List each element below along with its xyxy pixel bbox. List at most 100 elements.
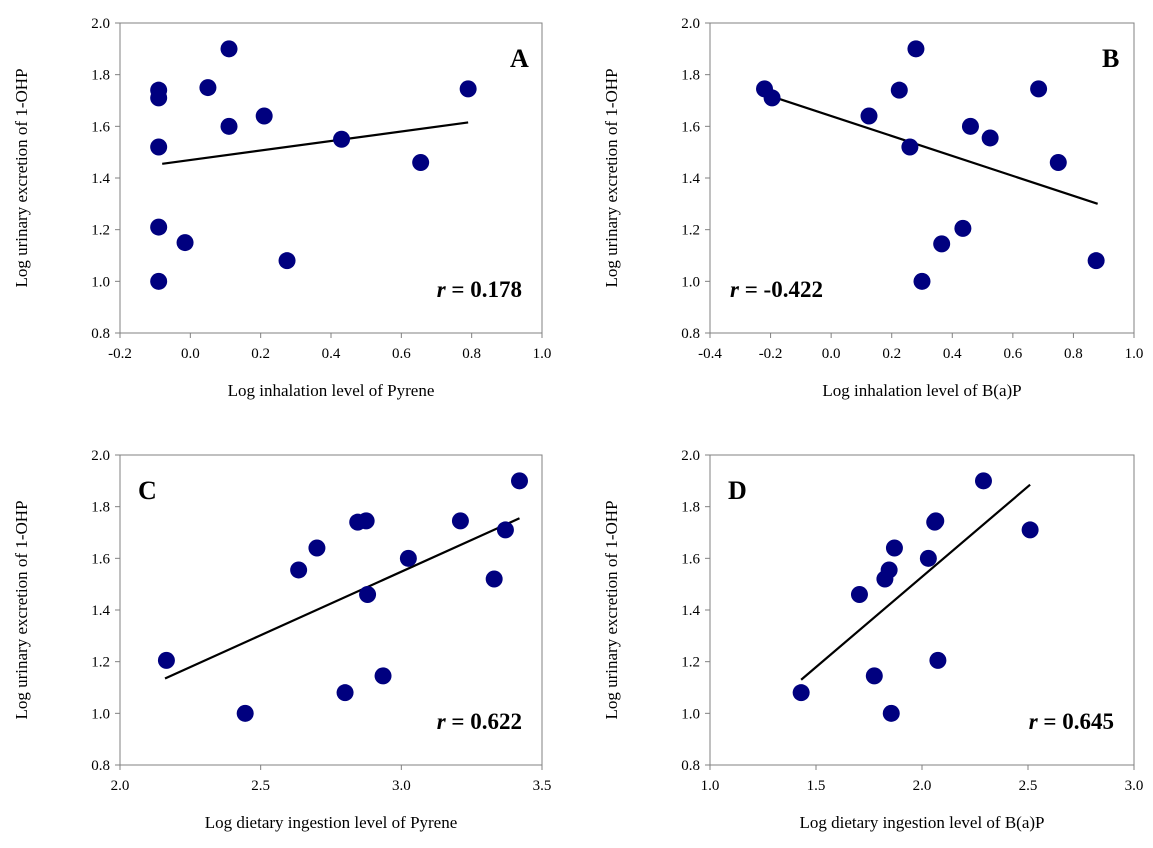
trend-line bbox=[162, 121, 469, 165]
x-tick-label: -0.4 bbox=[698, 346, 722, 362]
correlation-symbol: r bbox=[437, 709, 447, 734]
x-axis-label: Log dietary ingestion level of Pyrene bbox=[205, 813, 458, 832]
trend-line bbox=[800, 483, 1031, 681]
data-point bbox=[890, 81, 908, 99]
y-tick-label: 1.2 bbox=[681, 223, 700, 239]
correlation-label: r = 0.178 bbox=[437, 277, 522, 302]
x-tick-label: 0.2 bbox=[251, 346, 270, 362]
data-point bbox=[333, 130, 351, 148]
panel-a: 0.8 1.0 1.2 1.4 1.6 1.8 2.0 -0.2 0.0 0.2 0.4 0.6 0.8… bbox=[12, 16, 551, 400]
data-point bbox=[919, 549, 937, 567]
trend-line bbox=[164, 517, 520, 680]
y-tick-label: 1.6 bbox=[681, 119, 700, 135]
y-tick-label: 1.6 bbox=[91, 551, 110, 567]
y-tick-label: 1.2 bbox=[91, 655, 110, 671]
correlation-label: r = -0.422 bbox=[730, 277, 823, 302]
data-point bbox=[882, 704, 900, 722]
x-axis-label: Log inhalation level of Pyrene bbox=[228, 381, 435, 400]
trend-line bbox=[764, 92, 1099, 205]
x-tick-label: 0.6 bbox=[1003, 346, 1022, 362]
y-axis-label: Log urinary excretion of 1-OHP bbox=[12, 500, 31, 719]
correlation-symbol: r bbox=[730, 277, 740, 302]
data-point bbox=[278, 252, 296, 270]
panel-letter: B bbox=[1102, 44, 1119, 73]
data-point bbox=[220, 117, 238, 135]
x-tick-label: -0.2 bbox=[759, 346, 783, 362]
x-tick-label: 1.0 bbox=[701, 778, 720, 794]
data-point bbox=[150, 89, 168, 107]
data-point bbox=[176, 234, 194, 252]
y-tick-label: 2.0 bbox=[681, 16, 700, 32]
data-point bbox=[961, 117, 979, 135]
data-point bbox=[1087, 252, 1105, 270]
data-point bbox=[954, 219, 972, 237]
panel-letter: A bbox=[510, 44, 529, 73]
x-axis-label: Log inhalation level of B(a)P bbox=[822, 381, 1021, 400]
y-tick-label: 1.6 bbox=[681, 551, 700, 567]
correlation-value: = 0.178 bbox=[446, 277, 522, 302]
correlation-label: r = 0.645 bbox=[1029, 709, 1114, 734]
x-tick-label: 2.5 bbox=[251, 778, 270, 794]
x-tick-label: 1.0 bbox=[533, 346, 552, 362]
data-point bbox=[150, 218, 168, 236]
y-tick-label: 0.8 bbox=[681, 758, 700, 774]
correlation-symbol: r bbox=[1029, 709, 1039, 734]
y-tick-label: 0.8 bbox=[681, 326, 700, 342]
x-tick-label: 0.8 bbox=[462, 346, 481, 362]
y-tick-label: 0.8 bbox=[91, 326, 110, 342]
data-point bbox=[880, 561, 898, 579]
correlation-label: r = 0.622 bbox=[437, 709, 522, 734]
data-point bbox=[357, 512, 375, 530]
panel-d: 0.81.01.21.41.61.82.01.0 1.5 2.0 2.5 3.0Log … bbox=[602, 448, 1143, 832]
data-point bbox=[901, 138, 919, 156]
data-point bbox=[1030, 80, 1048, 98]
data-point bbox=[485, 570, 503, 588]
data-point bbox=[255, 107, 273, 125]
data-point bbox=[850, 586, 868, 603]
data-point bbox=[150, 272, 168, 290]
y-axis-label: Log urinary excretion of 1-OHP bbox=[12, 68, 31, 287]
x-tick-label: 3.5 bbox=[533, 778, 552, 794]
data-point bbox=[981, 129, 999, 147]
x-tick-label: 0.0 bbox=[181, 346, 200, 362]
data-point bbox=[496, 521, 514, 539]
x-tick-label: 3.0 bbox=[1125, 778, 1144, 794]
data-point bbox=[933, 235, 951, 253]
data-point bbox=[359, 586, 377, 603]
y-tick-label: 1.8 bbox=[681, 500, 700, 516]
x-tick-label: 1.5 bbox=[807, 778, 826, 794]
data-point bbox=[157, 651, 175, 669]
panel-b: 0.8 1.0 1.2 1.4 1.6 1.8 2.0 -0.4 -0.2 0.0 0.2 0.4 0.… bbox=[602, 16, 1143, 400]
y-tick-label: 1.4 bbox=[91, 603, 110, 619]
data-point bbox=[763, 89, 781, 107]
y-tick-label: 1.8 bbox=[91, 500, 110, 516]
data-point bbox=[913, 272, 931, 290]
panel-letter: C bbox=[138, 476, 157, 505]
x-axis-label: Log dietary ingestion level of B(a)P bbox=[799, 813, 1044, 832]
data-point bbox=[199, 79, 217, 97]
y-tick-label: 1.0 bbox=[91, 274, 110, 290]
y-axis-label: Log urinary excretion of 1-OHP bbox=[602, 500, 621, 719]
data-point bbox=[290, 561, 308, 579]
y-tick-label: 2.0 bbox=[91, 16, 110, 32]
data-point bbox=[220, 40, 238, 58]
data-point bbox=[451, 512, 469, 530]
x-tick-label: 0.6 bbox=[392, 346, 411, 362]
data-point bbox=[374, 667, 392, 685]
data-point bbox=[929, 651, 947, 669]
correlation-value: = -0.422 bbox=[739, 277, 823, 302]
x-tick-label: 2.0 bbox=[913, 778, 932, 794]
correlation-symbol: r bbox=[437, 277, 447, 302]
y-tick-label: 1.2 bbox=[91, 223, 110, 239]
y-tick-label: 1.0 bbox=[681, 706, 700, 722]
y-tick-label: 1.8 bbox=[91, 68, 110, 84]
data-point bbox=[308, 539, 326, 557]
data-point bbox=[399, 549, 417, 567]
data-point bbox=[792, 684, 810, 702]
x-tick-label: 3.0 bbox=[392, 778, 411, 794]
x-tick-label: 0.2 bbox=[882, 346, 901, 362]
data-point bbox=[412, 154, 430, 171]
y-axis-label: Log urinary excretion of 1-OHP bbox=[602, 68, 621, 287]
data-point bbox=[1049, 154, 1067, 171]
